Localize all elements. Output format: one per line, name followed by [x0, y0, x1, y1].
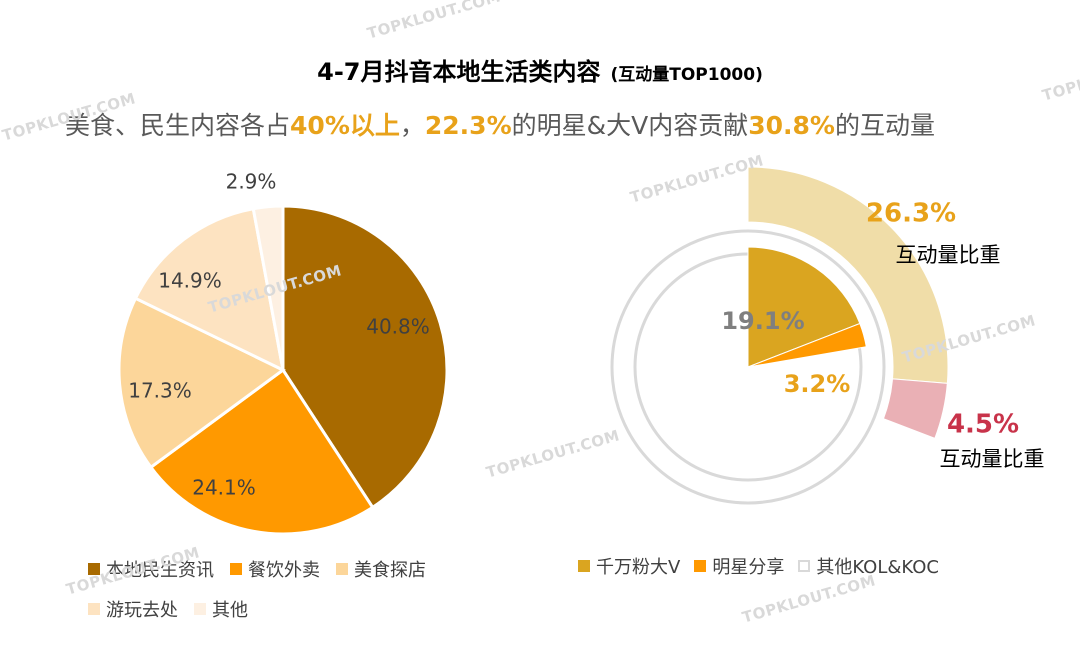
- donut-outer-ring: [610, 229, 886, 505]
- subtitle-part: 美食、民生内容各占: [65, 111, 291, 140]
- chart-title-row: 4-7月抖音本地生活类内容 (互动量TOP1000): [0, 52, 1080, 87]
- donut-label-big-v-share: 19.1%: [721, 307, 804, 335]
- pie-legend-row: 本地民生资讯 餐饮外卖 美食探店: [88, 556, 488, 582]
- donut-legend: 千万粉大V 明星分享 其他KOL&KOC: [578, 553, 998, 579]
- legend-swatch: [798, 560, 811, 572]
- pie-legend-row: 游玩去处 其他: [88, 596, 488, 622]
- donut-inner-segment-1: [747, 246, 861, 368]
- legend-label: 其他: [212, 600, 248, 621]
- legend-swatch: [694, 560, 707, 572]
- subtitle-highlight: 22.3%: [424, 111, 512, 140]
- donut-label-star-interaction: 4.5%: [947, 410, 1019, 440]
- donut-caption-big-v: 互动量比重: [896, 243, 1001, 267]
- pie-slice-4: [133, 206, 286, 373]
- donut-legend-row: 千万粉大V 明星分享 其他KOL&KOC: [578, 553, 998, 579]
- pie-data-label: 17.3%: [128, 379, 192, 403]
- donut-inner-segment-2: [747, 322, 867, 368]
- legend-label: 其他KOL&KOC: [816, 557, 939, 578]
- pie-slice-5: [251, 204, 285, 371]
- pie-data-label: 14.9%: [158, 269, 222, 293]
- subtitle-highlight: 40%以上: [290, 111, 400, 140]
- chart-subtitle: 美食、民生内容各占40%以上，22.3%的明星&大V内容贡献30.8%的互动量: [0, 106, 1000, 142]
- legend-label: 美食探店: [354, 560, 426, 581]
- legend-item-catering: 餐饮外卖: [230, 556, 320, 582]
- pie-data-label: 2.9%: [226, 170, 277, 194]
- legend-label: 千万粉大V: [596, 557, 681, 578]
- legend-item-other: 其他: [194, 596, 248, 622]
- donut-label-big-v-interaction: 26.3%: [866, 199, 956, 229]
- legend-swatch: [230, 563, 242, 575]
- legend-item-food-explore: 美食探店: [336, 556, 426, 582]
- chart-title-suffix: (互动量TOP1000): [610, 65, 763, 85]
- legend-label: 餐饮外卖: [248, 560, 320, 581]
- legend-swatch: [336, 563, 348, 575]
- legend-label: 明星分享: [712, 557, 785, 578]
- legend-item-big-v: 千万粉大V: [578, 553, 680, 579]
- pie-data-label: 24.1%: [192, 476, 256, 500]
- legend-swatch: [578, 560, 590, 572]
- donut-outer-segment-1: [747, 166, 949, 384]
- subtitle-part: ，: [399, 111, 425, 140]
- pie-data-label: 40.8%: [366, 315, 430, 339]
- pie-slice-2: [148, 367, 375, 536]
- legend-item-local-news: 本地民生资讯: [88, 556, 214, 582]
- donut-caption-star: 互动量比重: [940, 447, 1045, 471]
- subtitle-part: 的明星&大V内容贡献: [511, 111, 749, 140]
- legend-item-other-kol: 其他KOL&KOC: [798, 553, 939, 579]
- chart-title: 4-7月抖音本地生活类内容: [317, 58, 601, 86]
- legend-item-star: 明星分享: [694, 553, 784, 579]
- legend-swatch: [194, 603, 206, 615]
- donut-outer-segment-2: [882, 378, 948, 439]
- legend-swatch: [88, 603, 100, 615]
- legend-swatch: [88, 563, 100, 575]
- legend-label: 本地民生资讯: [106, 560, 214, 581]
- legend-item-travel: 游玩去处: [88, 596, 178, 622]
- pie-legend: 本地民生资讯 餐饮外卖 美食探店 游玩去处 其他: [88, 556, 488, 622]
- subtitle-highlight: 30.8%: [748, 111, 835, 140]
- pie-slice-3: [117, 296, 286, 470]
- subtitle-part: 的互动量: [834, 111, 935, 140]
- donut-label-star-share: 3.2%: [784, 370, 851, 398]
- legend-label: 游玩去处: [106, 600, 178, 621]
